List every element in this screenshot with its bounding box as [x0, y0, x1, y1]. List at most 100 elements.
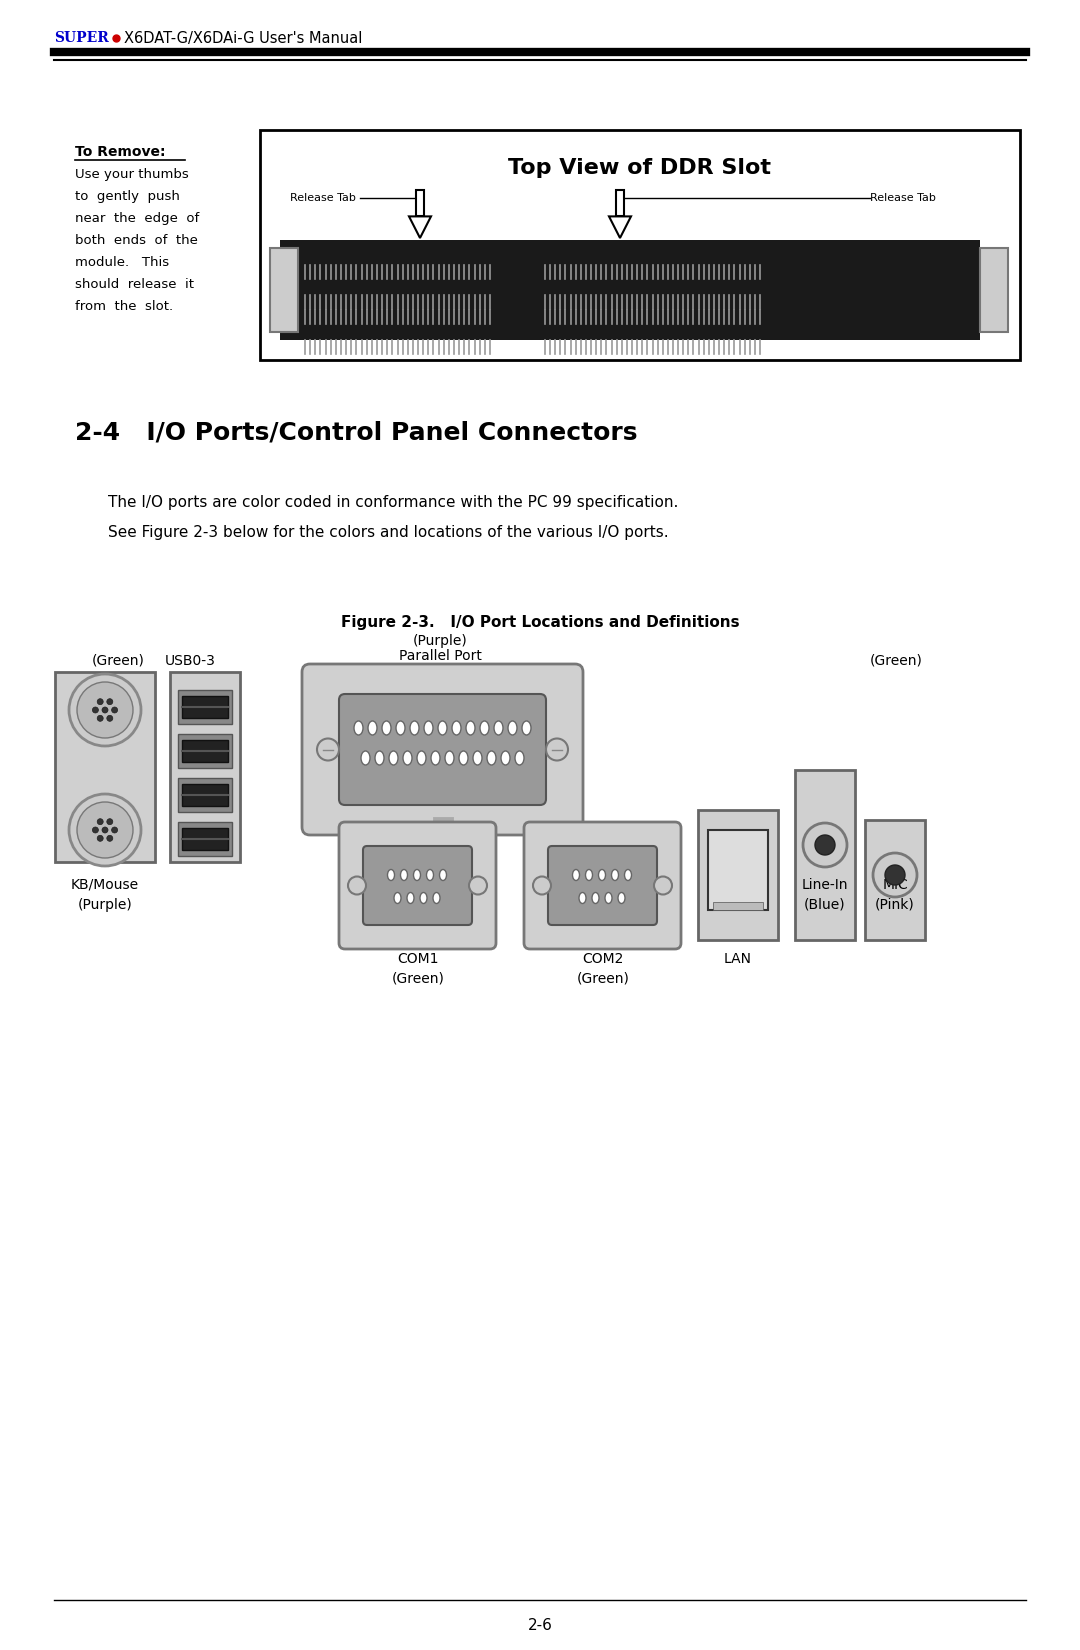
Circle shape [69, 673, 141, 746]
FancyBboxPatch shape [363, 846, 472, 926]
Ellipse shape [368, 721, 377, 734]
Ellipse shape [624, 870, 632, 881]
FancyBboxPatch shape [339, 822, 496, 949]
Text: Top View of DDR Slot: Top View of DDR Slot [509, 158, 771, 178]
Bar [55, 672, 156, 861]
FancyBboxPatch shape [302, 663, 583, 835]
Bar [980, 248, 1008, 332]
Polygon shape [609, 216, 631, 238]
Ellipse shape [394, 893, 401, 904]
Ellipse shape [410, 721, 419, 734]
Ellipse shape [424, 721, 433, 734]
Bar [280, 239, 980, 340]
Text: (Blue): (Blue) [805, 898, 846, 912]
Bar [865, 820, 924, 940]
Ellipse shape [480, 721, 489, 734]
Text: 2-6: 2-6 [527, 1619, 553, 1633]
Text: Figure 2-3.   I/O Port Locations and Definitions: Figure 2-3. I/O Port Locations and Defin… [340, 615, 740, 630]
Ellipse shape [417, 751, 426, 766]
Text: (Purple): (Purple) [413, 634, 468, 648]
Text: 2-4   I/O Ports/Control Panel Connectors: 2-4 I/O Ports/Control Panel Connectors [75, 421, 637, 444]
Circle shape [69, 794, 141, 866]
Text: KB/Mouse: KB/Mouse [71, 878, 139, 893]
Ellipse shape [420, 893, 427, 904]
Ellipse shape [487, 751, 496, 766]
FancyBboxPatch shape [524, 822, 681, 949]
Ellipse shape [592, 893, 599, 904]
Text: (Pink): (Pink) [875, 898, 915, 912]
Circle shape [97, 716, 104, 721]
Ellipse shape [427, 870, 433, 881]
Ellipse shape [438, 721, 447, 734]
Text: from  the  slot.: from the slot. [75, 300, 173, 314]
Ellipse shape [389, 751, 399, 766]
Circle shape [93, 706, 98, 713]
Ellipse shape [494, 721, 503, 734]
Text: LAN: LAN [724, 952, 752, 965]
Ellipse shape [501, 751, 510, 766]
Circle shape [546, 739, 568, 761]
Ellipse shape [445, 751, 454, 766]
Ellipse shape [440, 870, 446, 881]
Text: (Green): (Green) [392, 972, 445, 987]
Text: To Remove:: To Remove: [75, 145, 165, 158]
Text: (Green): (Green) [92, 653, 145, 668]
Text: The I/O ports are color coded in conformance with the PC 99 specification.: The I/O ports are color coded in conform… [108, 495, 678, 510]
Bar [178, 734, 232, 767]
Circle shape [111, 827, 118, 833]
Text: both  ends  of  the: both ends of the [75, 234, 198, 248]
Ellipse shape [433, 893, 440, 904]
Circle shape [77, 802, 133, 858]
Ellipse shape [459, 751, 468, 766]
Circle shape [97, 698, 104, 705]
Ellipse shape [611, 870, 619, 881]
Circle shape [102, 706, 108, 713]
Circle shape [348, 876, 366, 894]
Text: to  gently  push: to gently push [75, 190, 180, 203]
Circle shape [654, 876, 672, 894]
Ellipse shape [618, 893, 625, 904]
Bar [170, 672, 240, 861]
Ellipse shape [401, 870, 407, 881]
Text: Parallel Port: Parallel Port [399, 648, 482, 663]
Ellipse shape [473, 751, 482, 766]
Text: should  release  it: should release it [75, 277, 194, 290]
Text: X6DAT-G/X6DAi-G User's Manual: X6DAT-G/X6DAi-G User's Manual [124, 30, 363, 46]
Bar [617, 190, 624, 216]
Text: MIC: MIC [882, 878, 908, 893]
Ellipse shape [396, 721, 405, 734]
Ellipse shape [598, 870, 606, 881]
Circle shape [107, 818, 112, 825]
Circle shape [111, 706, 118, 713]
Text: Release Tab: Release Tab [291, 193, 356, 203]
Text: COM2: COM2 [582, 952, 623, 965]
Text: module.   This: module. This [75, 256, 170, 269]
Text: USB0-3: USB0-3 [165, 653, 216, 668]
FancyBboxPatch shape [548, 846, 657, 926]
Circle shape [534, 876, 551, 894]
Circle shape [102, 827, 108, 833]
Text: SUPER: SUPER [54, 31, 109, 45]
Circle shape [107, 716, 112, 721]
Circle shape [107, 698, 112, 705]
Circle shape [815, 835, 835, 855]
Bar [698, 810, 778, 940]
Circle shape [97, 835, 104, 842]
Text: (Purple): (Purple) [78, 898, 133, 912]
Bar [178, 690, 232, 724]
Circle shape [318, 739, 339, 761]
Ellipse shape [354, 721, 363, 734]
Ellipse shape [431, 751, 440, 766]
Bar [416, 190, 423, 216]
Text: (Green): (Green) [870, 653, 923, 668]
Text: COM1: COM1 [397, 952, 438, 965]
Bar [260, 130, 1020, 360]
Circle shape [77, 681, 133, 738]
Bar [178, 822, 232, 856]
Ellipse shape [388, 870, 394, 881]
Ellipse shape [515, 751, 524, 766]
Circle shape [107, 835, 112, 842]
Ellipse shape [407, 893, 414, 904]
Polygon shape [409, 216, 431, 238]
Text: See Figure 2-3 below for the colors and locations of the various I/O ports.: See Figure 2-3 below for the colors and … [108, 525, 669, 540]
